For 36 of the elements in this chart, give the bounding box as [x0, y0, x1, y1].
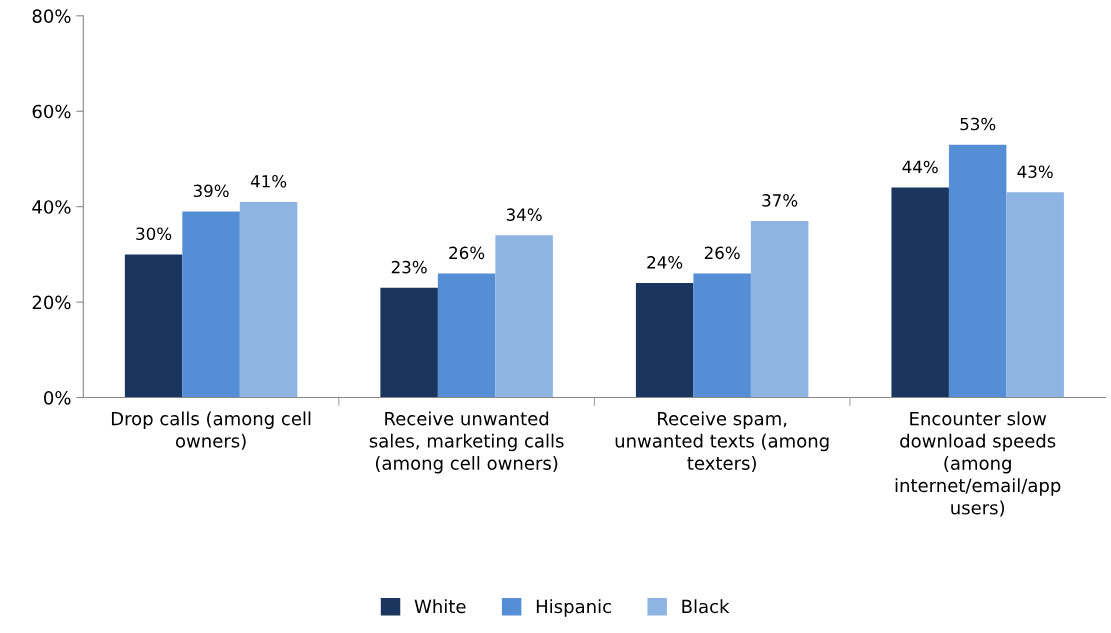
- x-tick-label: Encounter slow download speeds (among internet/email/app users): [895, 411, 1061, 517]
- bar: [437, 273, 496, 398]
- bar: [891, 187, 949, 398]
- x-tick-label: Drop calls (among cell owners): [111, 411, 311, 450]
- data-label: 43%: [1017, 165, 1053, 179]
- legend-label: Black: [682, 599, 730, 614]
- bar: [693, 273, 751, 398]
- y-tick-label: 20%: [32, 295, 71, 310]
- data-label: 41%: [250, 174, 287, 188]
- data-label: 23%: [391, 260, 427, 274]
- y-tick-label: 40%: [32, 200, 71, 214]
- data-label: 44%: [902, 160, 938, 174]
- data-label: 53%: [960, 117, 996, 131]
- bar: [750, 220, 809, 398]
- x-tick-label: Receive unwanted sales, marketing calls (among cell owners): [369, 411, 564, 474]
- bar: [380, 287, 438, 398]
- legend-label: Hispanic: [536, 599, 611, 617]
- x-tick-label: Receive spam, unwanted texts (among texters): [615, 411, 829, 473]
- bar: [239, 201, 298, 398]
- y-tick-label: 80%: [32, 9, 71, 23]
- bar: [948, 144, 1007, 398]
- data-label: 30%: [136, 227, 172, 241]
- bar: [495, 235, 553, 398]
- bar: [124, 254, 183, 398]
- y-tick-label: 0%: [44, 390, 71, 405]
- data-label: 24%: [647, 256, 683, 269]
- bar: [182, 211, 240, 398]
- bar: [1006, 192, 1064, 398]
- data-label: 26%: [449, 246, 485, 260]
- data-label: 34%: [506, 208, 542, 221]
- y-tick-label: 60%: [32, 104, 71, 119]
- data-label: 39%: [193, 184, 229, 198]
- legend-label: White: [414, 599, 466, 614]
- data-label: 37%: [762, 194, 798, 207]
- data-label: 26%: [704, 246, 740, 260]
- bar: [635, 283, 694, 398]
